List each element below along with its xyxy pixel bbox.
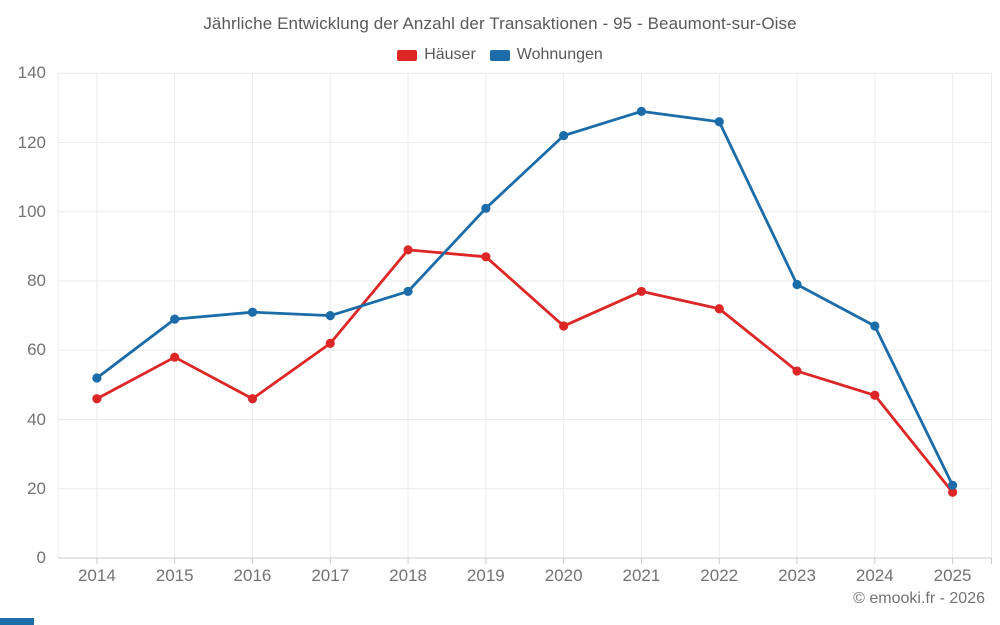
- y-tick-label-40: 40: [27, 409, 46, 429]
- data-point-häuser-2025[interactable]: [948, 487, 958, 497]
- data-point-wohnungen-2020[interactable]: [559, 131, 569, 141]
- data-point-wohnungen-2021[interactable]: [636, 106, 647, 116]
- x-tick-label-2019: 2019: [466, 566, 505, 585]
- copyright-watermark: © emooki.fr - 2026: [853, 590, 985, 607]
- x-tick-label-2017: 2017: [311, 566, 350, 585]
- data-point-wohnungen-2025[interactable]: [948, 480, 958, 490]
- y-tick-label-60: 60: [27, 340, 46, 360]
- x-tick-label-2025: 2025: [933, 566, 972, 585]
- data-point-wohnungen-2014[interactable]: [92, 373, 102, 383]
- x-tick-label-2022: 2022: [700, 566, 739, 585]
- x-tick-label-2016: 2016: [233, 566, 272, 585]
- y-tick-label-140: 140: [17, 63, 46, 83]
- legend-item-wohnungen[interactable]: Wohnungen: [489, 46, 603, 64]
- legend-label-haeuser: Häuser: [424, 46, 476, 63]
- data-point-häuser-2024[interactable]: [870, 390, 880, 400]
- legend-label-wohnungen: Wohnungen: [516, 46, 603, 63]
- data-point-häuser-2014[interactable]: [92, 394, 102, 404]
- data-point-häuser-2020[interactable]: [559, 321, 569, 331]
- y-tick-label-0: 0: [36, 548, 46, 567]
- data-point-wohnungen-2023[interactable]: [792, 279, 802, 290]
- data-point-häuser-2016[interactable]: [247, 394, 258, 404]
- series-line-wohnungen: [95, 109, 955, 487]
- data-point-häuser-2021[interactable]: [636, 286, 647, 297]
- x-tick-label-2021: 2021: [622, 566, 661, 585]
- data-point-wohnungen-2018[interactable]: [403, 286, 413, 297]
- data-point-wohnungen-2024[interactable]: [870, 321, 880, 331]
- legend-swatch-haeuser-icon: [397, 49, 418, 61]
- data-point-häuser-2019[interactable]: [481, 252, 491, 262]
- legend-item-haeuser[interactable]: Häuser: [397, 46, 476, 64]
- x-tick-label-2014: 2014: [77, 566, 116, 585]
- data-point-wohnungen-2016[interactable]: [247, 307, 258, 317]
- x-tick-label-2020: 2020: [544, 566, 583, 585]
- data-point-häuser-2017[interactable]: [325, 338, 335, 348]
- y-tick-label-120: 120: [17, 132, 46, 152]
- data-point-wohnungen-2017[interactable]: [325, 311, 335, 321]
- data-point-häuser-2018[interactable]: [403, 245, 413, 255]
- legend-swatch-wohnungen-icon: [489, 49, 510, 61]
- x-tick-label-2023: 2023: [778, 566, 816, 585]
- x-tick-label-2015: 2015: [155, 566, 194, 585]
- y-tick-label-100: 100: [17, 201, 46, 221]
- data-point-wohnungen-2019[interactable]: [481, 203, 491, 213]
- data-point-häuser-2022[interactable]: [714, 304, 724, 314]
- series-line-häuser: [95, 248, 955, 494]
- legend: Häuser Wohnungen: [0, 46, 1000, 64]
- y-tick-label-80: 80: [27, 271, 46, 291]
- brand-corner-bar: [0, 618, 34, 625]
- data-point-wohnungen-2015[interactable]: [170, 314, 180, 324]
- x-tick-label-2024: 2024: [855, 566, 894, 585]
- data-point-häuser-2023[interactable]: [792, 366, 802, 376]
- x-tick-label-2018: 2018: [389, 566, 427, 585]
- data-point-wohnungen-2022[interactable]: [714, 117, 724, 127]
- y-tick-label-20: 20: [27, 478, 46, 498]
- chart-title: Jährliche Entwicklung der Anzahl der Tra…: [203, 14, 797, 33]
- data-point-häuser-2015[interactable]: [170, 352, 180, 362]
